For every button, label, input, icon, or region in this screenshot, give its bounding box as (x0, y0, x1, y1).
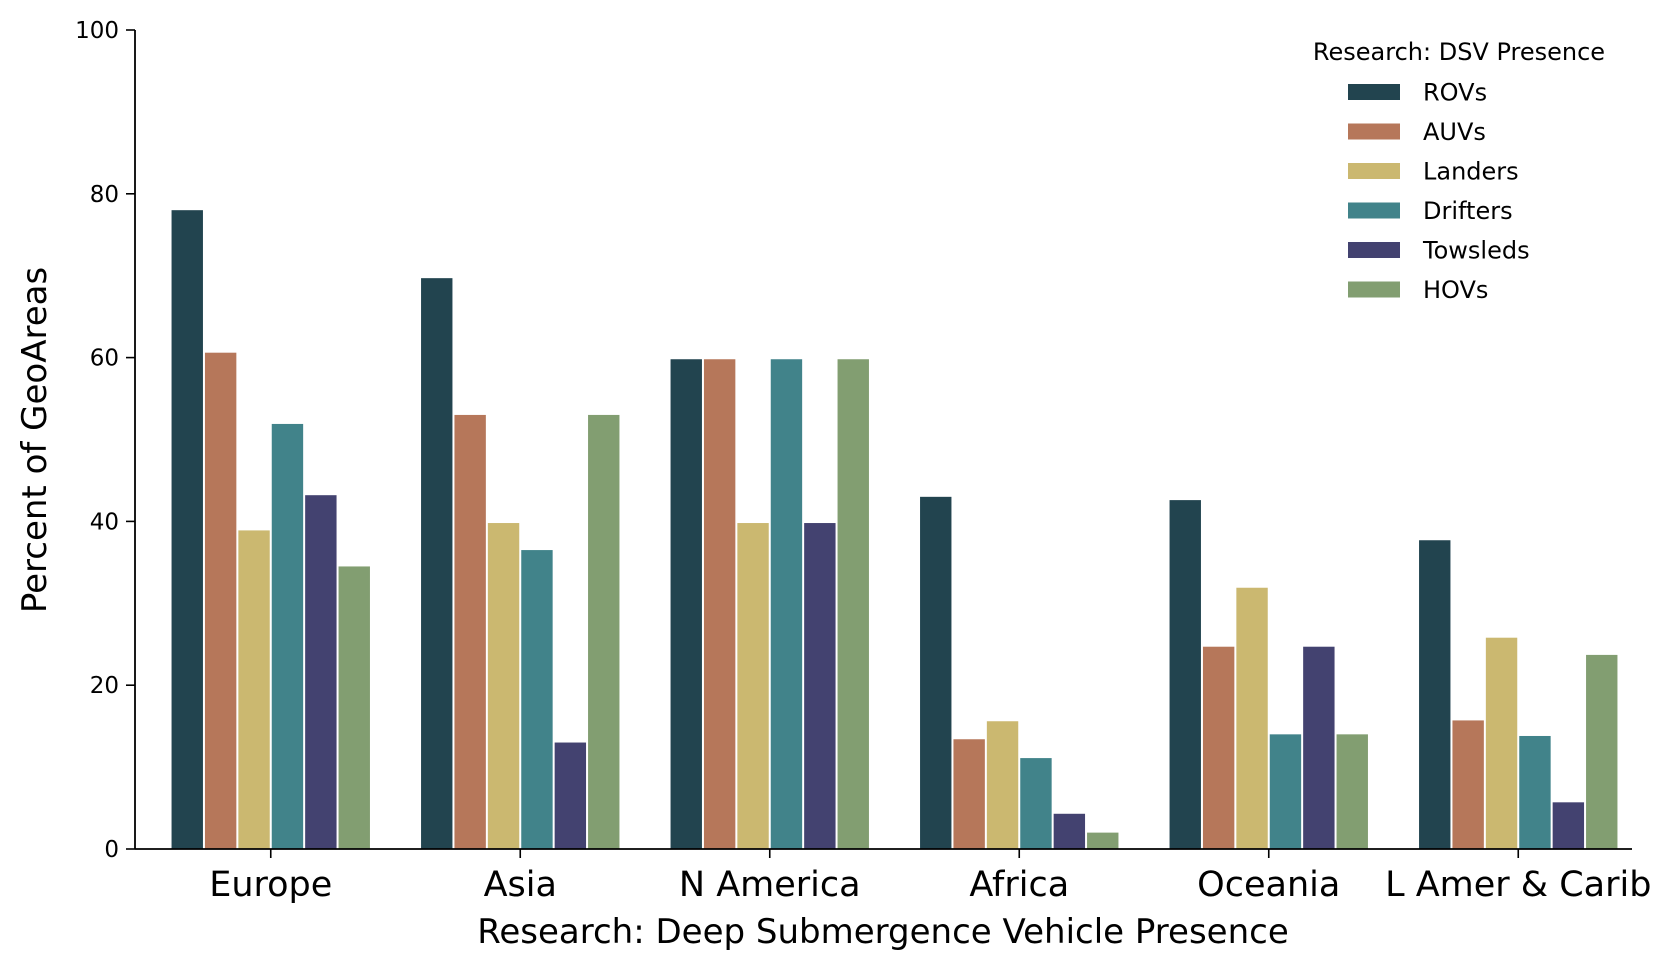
bar-drifters-europe (271, 423, 304, 849)
legend: Research: DSV Presence ROVs AUVs Landers Dri… (1313, 38, 1605, 304)
bar-towsleds-oceania (1303, 646, 1335, 849)
legend-label-landers: Landers (1423, 158, 1519, 186)
bar-towsleds-n-america (804, 523, 836, 849)
legend-swatch-towsleds (1348, 242, 1400, 258)
bars-layer (171, 210, 1618, 849)
bar-landers-l-amer-carib (1485, 637, 1518, 849)
legend-title: Research: DSV Presence (1313, 38, 1605, 66)
x-tick-label: N America (679, 865, 861, 905)
bar-rovs-l-amer-carib (1419, 540, 1451, 849)
bar-auvs-n-america (703, 359, 736, 849)
x-tick-label: Asia (484, 865, 557, 905)
y-tick-label: 20 (90, 673, 119, 699)
y-tick-label: 80 (90, 182, 119, 208)
bar-auvs-l-amer-carib (1452, 720, 1484, 849)
bar-rovs-asia (421, 278, 453, 849)
x-tick-label: Oceania (1197, 865, 1340, 905)
x-tick-label: Europe (209, 865, 332, 905)
y-axis-title: Percent of GeoAreas (15, 267, 55, 613)
bar-towsleds-africa (1053, 813, 1086, 849)
bar-rovs-europe (171, 210, 203, 849)
bar-rovs-africa (920, 496, 952, 849)
legend-label-hovs: HOVs (1423, 276, 1488, 304)
bar-auvs-oceania (1202, 646, 1235, 849)
x-tick-label: Africa (969, 865, 1069, 905)
bar-hovs-asia (588, 414, 620, 849)
y-tick-label: 0 (104, 837, 119, 863)
legend-swatch-landers (1348, 163, 1400, 179)
x-axis-title: Research: Deep Submergence Vehicle Prese… (477, 912, 1288, 952)
bar-hovs-n-america (837, 359, 869, 849)
bar-auvs-europe (204, 352, 237, 849)
bar-rovs-n-america (670, 359, 702, 849)
y-tick-label: 40 (90, 509, 119, 535)
legend-swatch-hovs (1348, 281, 1400, 298)
axes-layer: Europe Asia N America Africa Oceania L Amer &… (75, 18, 1651, 905)
legend-swatch-drifters (1348, 202, 1400, 219)
bar-auvs-asia (454, 414, 486, 849)
legend-swatch-auvs (1348, 123, 1400, 140)
bar-towsleds-l-amer-carib (1552, 802, 1585, 849)
bar-towsleds-europe (305, 495, 337, 849)
legend-swatch-rovs (1348, 84, 1400, 100)
bar-drifters-asia (521, 550, 553, 849)
bar-drifters-n-america (770, 359, 803, 849)
bar-landers-europe (238, 530, 270, 849)
x-tick-label: L Amer & Carib (1385, 865, 1651, 905)
bar-drifters-l-amer-carib (1519, 735, 1551, 849)
legend-label-drifters: Drifters (1423, 197, 1513, 225)
bar-hovs-l-amer-carib (1586, 654, 1618, 849)
legend-label-towsleds: Towsleds (1422, 237, 1530, 265)
bar-landers-oceania (1236, 587, 1268, 849)
y-tick-label: 100 (75, 18, 119, 44)
bar-rovs-oceania (1169, 500, 1201, 849)
legend-label-auvs: AUVs (1423, 118, 1486, 146)
bar-landers-asia (487, 523, 520, 849)
bar-landers-n-america (737, 523, 769, 849)
bar-hovs-europe (338, 566, 370, 849)
bar-towsleds-asia (554, 742, 587, 849)
bar-drifters-oceania (1269, 734, 1302, 849)
bar-landers-africa (986, 721, 1019, 849)
bar-hovs-oceania (1336, 734, 1368, 849)
bar-auvs-africa (953, 739, 985, 849)
bar-drifters-africa (1020, 758, 1052, 849)
legend-label-rovs: ROVs (1423, 79, 1487, 107)
bar-hovs-africa (1087, 832, 1119, 849)
y-tick-label: 60 (90, 346, 119, 372)
